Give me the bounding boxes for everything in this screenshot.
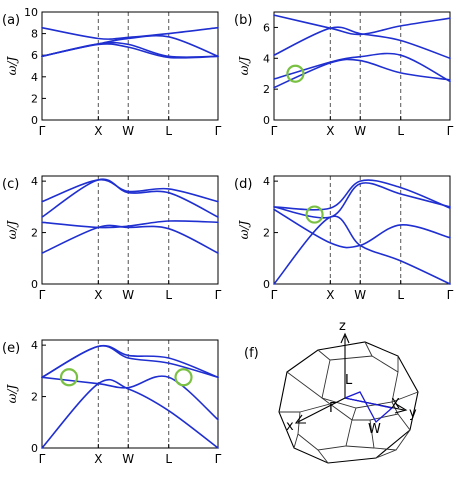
panel-label: (c) [2,177,19,192]
band-series-3 [41,375,219,421]
crossing-ring [174,368,193,387]
x-tick-label: Γ [447,124,454,138]
band-series-3 [273,52,451,83]
x-tick-label: Γ [271,124,278,138]
brillouin-zone-panel: (f) z y [244,319,419,464]
x-tick-label: L [397,288,404,302]
panel-a: (a) ω/J 0 2 4 6 8 10 Γ X W L Γ [2,6,222,138]
x-tick-label: W [122,452,134,466]
band-series-2 [273,182,451,219]
x-tick-label: Γ [39,124,46,138]
panel-label: (a) [2,13,20,28]
band-series-2 [41,34,219,58]
x-tick-label: W [122,288,134,302]
y-axis-label: ω/J [237,219,251,239]
x-tick-label: X [326,288,334,302]
y-axis-label: ω/J [5,55,19,75]
y-tick-label: 6 [31,49,38,62]
crossing-ring [305,205,324,224]
panel-label: (d) [234,177,252,192]
panel-label-f: (f) [244,346,259,361]
band-series-2 [41,345,219,379]
x-tick-label: W [122,124,134,138]
y-tick-label: 4 [31,339,38,352]
bz-high-symmetry-path [344,391,394,424]
y-tick-label: 2 [263,227,270,240]
plot-frame [41,11,219,121]
axis-z-label: z [339,319,346,334]
point-W-label: W [368,422,381,437]
y-tick-label: 0 [31,442,38,455]
crossing-ring [59,368,79,387]
y-tick-label: 4 [263,175,270,188]
band-series-4 [41,224,219,254]
band-series-4 [41,378,219,449]
y-tick-label: 0 [31,278,38,291]
x-tick-label: L [397,124,404,138]
point-gamma-label: Γ [329,401,337,416]
x-tick-label: L [165,288,172,302]
band-series-4 [273,215,451,285]
plot-frame [273,11,451,121]
y-axis-label: ω/J [237,55,251,75]
x-tick-label: Γ [215,452,222,466]
axis-y-label: y [409,406,417,421]
panel-d: (d) ω/J 0 2 4 Γ X W L Γ [234,175,454,302]
y-tick-label: 6 [263,21,270,34]
x-tick-label: Γ [215,124,222,138]
x-tick-label: Γ [271,288,278,302]
band-series-1 [41,26,219,40]
x-tick-label: X [326,124,334,138]
panel-c: (c) ω/J 0 2 4 Γ X W L Γ [2,175,222,302]
band-series-3 [273,208,451,249]
y-tick-label: 0 [31,114,38,127]
axis-x-label: x [286,419,294,434]
y-tick-label: 2 [31,227,38,240]
y-tick-label: 10 [24,6,38,19]
y-tick-label: 0 [263,114,270,127]
band-series-2 [41,178,219,218]
band-series-1 [273,179,451,211]
plot-frame [41,175,219,285]
brillouin-zone-wireframe [278,341,419,464]
x-tick-label: X [94,452,102,466]
y-tick-label: 2 [31,92,38,105]
panel-label: (e) [2,341,20,356]
point-X-label: X [391,397,400,412]
x-tick-label: L [165,124,172,138]
y-tick-label: 0 [263,278,270,291]
x-tick-label: Γ [39,452,46,466]
y-tick-label: 4 [31,175,38,188]
x-tick-label: W [354,288,366,302]
x-tick-label: Γ [39,288,46,302]
x-tick-label: W [354,124,366,138]
y-tick-label: 4 [263,52,270,65]
plot-frame [41,339,219,449]
y-tick-label: 2 [31,391,38,404]
band-series-4 [41,43,219,59]
x-tick-label: X [94,124,102,138]
x-tick-label: Γ [215,288,222,302]
x-tick-label: Γ [447,288,454,302]
x-tick-label: X [94,288,102,302]
band-series-4 [273,58,451,89]
x-tick-label: L [165,452,172,466]
band-series-2 [273,26,451,60]
plot-frame [273,175,451,285]
band-series-3 [41,220,219,229]
band-series-1 [273,14,451,36]
panel-label: (b) [234,13,252,28]
panel-e: (e) ω/J 0 2 4 Γ X W L Γ [2,339,222,466]
y-axis-label: ω/J [5,219,19,239]
y-tick-label: 8 [31,28,38,41]
y-tick-label: 4 [31,71,38,84]
band-series-1 [41,179,219,203]
y-axis-label: ω/J [5,383,19,403]
panel-b: (b) ω/J 0 2 4 6 Γ X W L Γ [234,11,454,138]
crossing-ring [286,64,305,83]
y-tick-label: 2 [263,83,270,96]
point-L-label: L [345,373,353,388]
